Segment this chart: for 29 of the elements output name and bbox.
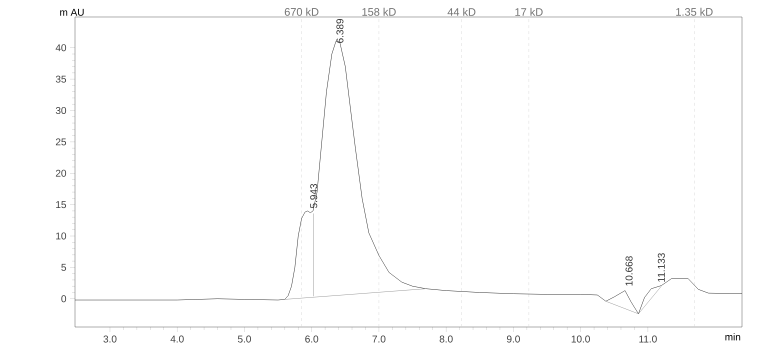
ref-line-label: 44 kD <box>448 8 476 16</box>
y-tick-label: 15 <box>56 201 66 208</box>
y-tick-label: 10 <box>56 232 66 240</box>
x-tick-label: 11.0 <box>639 336 657 343</box>
x-axis-title: min <box>725 333 740 340</box>
y-tick-label: 20 <box>56 170 66 177</box>
y-tick-label: 0 <box>61 295 66 302</box>
y-tick-label: 35 <box>56 76 66 83</box>
x-tick-label: 5.0 <box>238 336 251 343</box>
x-tick-label: 10.0 <box>572 336 590 343</box>
ref-line-label: 17 kD <box>515 8 543 16</box>
x-tick-label: 9.0 <box>506 336 520 343</box>
y-tick-label: 5 <box>61 264 66 271</box>
y-tick-label: 40 <box>56 44 66 52</box>
x-tick-label: 7.0 <box>372 336 386 343</box>
annotation: 6.389 <box>336 18 344 43</box>
x-tick-label: 4.0 <box>170 336 184 343</box>
y-tick-label: 30 <box>56 106 66 114</box>
y-axis-title: m AU <box>60 8 84 16</box>
ref-line-label: 1.35 kD <box>676 8 713 16</box>
x-tick-label: 8.0 <box>440 336 453 343</box>
ref-line-label: 670 kD <box>284 8 318 16</box>
x-tick-label: 6.0 <box>305 336 318 343</box>
annotation: 5.943 <box>310 184 318 208</box>
x-tick-label: 3.0 <box>103 336 117 343</box>
annotation: 10.668 <box>626 256 633 286</box>
y-tick-label: 25 <box>56 138 66 146</box>
annotation: 11.133 <box>658 253 665 282</box>
ref-line-label: 158 kD <box>362 8 396 16</box>
